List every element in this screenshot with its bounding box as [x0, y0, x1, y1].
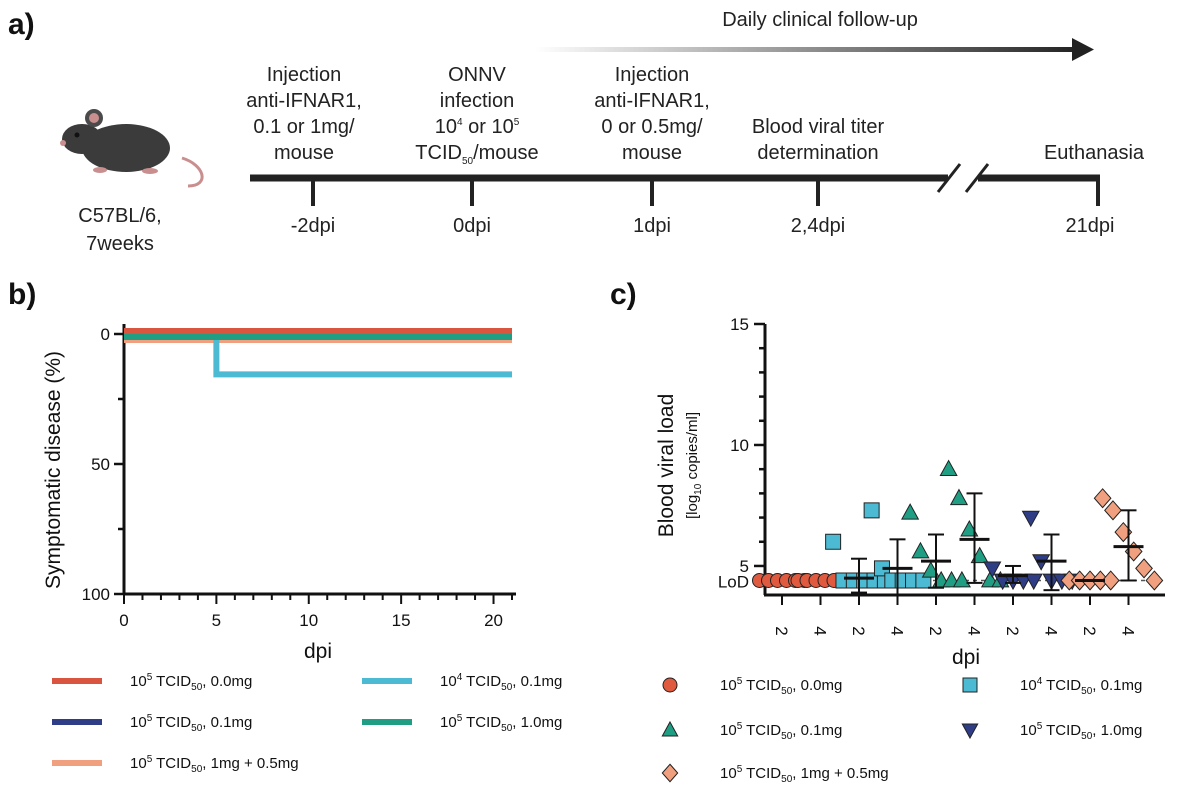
y-tick-label: 0 — [101, 325, 110, 344]
x-axis-title: dpi — [952, 646, 980, 669]
tick-label-1: 1dpi — [633, 215, 671, 237]
data-point — [921, 561, 940, 578]
y-axis-title: Symptomatic disease (%) — [42, 351, 65, 589]
data-point — [939, 459, 958, 477]
x-tick-label: 10 — [299, 611, 318, 630]
x-tick-label: 15 — [392, 611, 411, 630]
legend-label: 105 TCID50, 0.1mg — [130, 713, 252, 734]
event-2-line2: infection — [440, 90, 515, 112]
legend-label: 105 TCID50, 1mg + 0.5mg — [130, 754, 299, 775]
survival-chart: 0 50 100 0 5 10 15 20 Symptomatic disease (%) dpi… — [42, 324, 562, 775]
y-tick-label: 15 — [730, 315, 749, 334]
data-point — [1101, 570, 1120, 591]
event-3-line4: mouse — [622, 142, 682, 164]
event-1-line2: anti-IFNAR1, — [246, 90, 362, 112]
data-point — [983, 561, 1002, 579]
legend-label: 105 TCID50, 0.0mg — [720, 676, 842, 697]
data-point — [1145, 570, 1164, 591]
event-2-line4: TCID50/mouse — [415, 142, 538, 167]
event-3-line1: Injection — [615, 64, 690, 86]
legend-marker — [962, 677, 978, 693]
legend-marker — [961, 723, 979, 740]
legend-label: 105 TCID50, 1.0mg — [440, 713, 562, 734]
mouse-label-line2: 7weeks — [86, 233, 154, 255]
event-2-line3: 104 or 105 — [435, 116, 520, 138]
data-point — [901, 503, 920, 520]
data-point — [825, 533, 842, 550]
legend-marker — [661, 720, 679, 737]
x-tick-label: 5 — [212, 611, 221, 630]
viral-load-chart: 5 10 15 LoD Blood viral load [log10 copies/ml… — [655, 315, 1165, 785]
panel-label-b: b) — [8, 278, 36, 311]
x-tick-label: 20 — [484, 611, 503, 630]
data-point — [1093, 488, 1112, 509]
event-1-line4: mouse — [274, 142, 334, 164]
y-axis-units: [log10 copies/ml] — [684, 412, 704, 519]
y-tick-label: 5 — [740, 557, 749, 576]
event-4-line2: determination — [757, 142, 878, 164]
legend-label: 105 TCID50, 1mg + 0.5mg — [720, 764, 889, 785]
y-tick-label: 10 — [730, 436, 749, 455]
x-tick-label: 4 — [1042, 626, 1061, 635]
tick-label-21: 21dpi — [1066, 215, 1115, 237]
timeline-break-mark-1 — [936, 163, 962, 193]
data-point — [1024, 573, 1043, 591]
x-tick-label: 2 — [849, 626, 868, 635]
legend-marker — [661, 763, 679, 783]
data-point — [960, 520, 979, 537]
y-axis-title: Blood viral load — [655, 394, 678, 538]
event-1-line3: 0.1 or 1mg/ — [253, 116, 355, 138]
mouse-label-line1: C57BL/6, — [78, 205, 161, 227]
data-point — [1104, 500, 1122, 521]
data-point — [970, 546, 989, 564]
tick-label-2-4: 2,4dpi — [791, 215, 846, 237]
data-point — [952, 570, 971, 588]
tick-label-minus2: -2dpi — [291, 215, 335, 237]
legend-label: 105 TCID50, 1.0mg — [1020, 721, 1142, 742]
event-4-line1: Blood viral titer — [752, 116, 885, 138]
y-tick-label: 50 — [91, 455, 110, 474]
event-3-line3: 0 or 0.5mg/ — [601, 116, 703, 138]
data-point — [949, 488, 969, 506]
event-3-line2: anti-IFNAR1, — [594, 90, 710, 112]
timeline-break-mark-2 — [964, 163, 990, 193]
legend-label: 104 TCID50, 0.1mg — [1020, 676, 1142, 697]
legend-marker — [662, 677, 678, 693]
x-tick-label: 2 — [1003, 626, 1022, 635]
data-point — [1021, 510, 1040, 528]
tick-label-0: 0dpi — [453, 215, 491, 237]
x-tick-label: 0 — [119, 611, 128, 630]
followup-arrow-shaft — [535, 47, 1080, 52]
lod-label: LoD — [718, 572, 749, 591]
data-point — [911, 541, 930, 559]
event-5-line1: Euthanasia — [1044, 142, 1145, 164]
x-tick-label: 2 — [772, 626, 791, 635]
mouse-icon — [60, 109, 204, 188]
panel-label-a: a) — [8, 8, 35, 41]
event-2-line1: ONNV — [448, 64, 506, 86]
x-axis-title: dpi — [304, 640, 332, 663]
followup-arrow-head — [1072, 38, 1094, 61]
x-tick-label: 4 — [811, 626, 830, 635]
legend-label: 105 TCID50, 0.1mg — [720, 721, 842, 742]
x-tick-label: 4 — [965, 626, 984, 635]
legend-label: 104 TCID50, 0.1mg — [440, 672, 562, 693]
y-tick-label: 100 — [82, 585, 110, 604]
x-tick-label: 2 — [926, 626, 945, 635]
x-tick-label: 2 — [1080, 626, 1099, 635]
event-1-line1: Injection — [267, 64, 342, 86]
followup-label: Daily clinical follow-up — [722, 9, 918, 31]
x-tick-label: 4 — [888, 626, 907, 635]
x-tick-label: 4 — [1119, 626, 1138, 635]
data-point — [863, 502, 880, 519]
panel-label-c: c) — [610, 278, 637, 311]
data-point — [1135, 558, 1153, 579]
legend-label: 105 TCID50, 0.0mg — [130, 672, 252, 693]
